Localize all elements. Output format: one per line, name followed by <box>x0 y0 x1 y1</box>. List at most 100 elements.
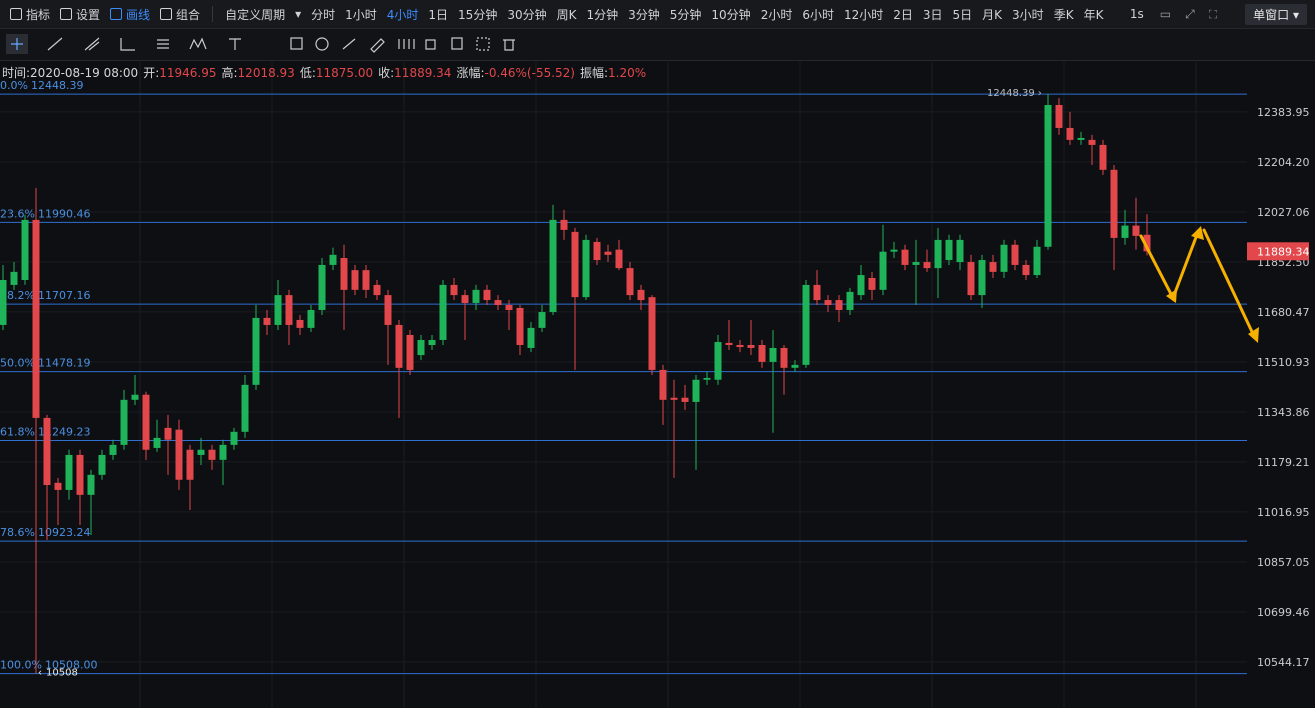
candle-body <box>439 284 447 340</box>
period-menu[interactable]: 自定义周期 <box>225 7 286 22</box>
measure-tool[interactable] <box>398 39 415 49</box>
tool-icon <box>10 8 22 20</box>
ruler-tool[interactable] <box>342 38 356 50</box>
candle-body <box>285 295 293 325</box>
period-button[interactable]: 5分钟 <box>669 7 702 22</box>
fib-ratio: 78.6% <box>0 526 35 539</box>
caret: ▾ <box>1289 7 1299 22</box>
toolbar-right: 1s ▭⤢⛶ 单窗口 ▾ <box>1130 0 1315 28</box>
period-button[interactable]: 4小时 <box>386 7 419 22</box>
candle-body <box>241 384 249 432</box>
candle-body <box>516 307 524 345</box>
candle-body <box>791 364 799 368</box>
period-button[interactable]: 1日 <box>428 7 449 22</box>
tool-button[interactable]: 设置 <box>60 6 100 23</box>
candle-body <box>1000 244 1008 272</box>
drawing-toolbar <box>0 29 1315 61</box>
lock-tool[interactable] <box>425 39 436 50</box>
info-value: 11946.95 <box>159 66 217 80</box>
candle-body <box>230 431 238 445</box>
period-button[interactable]: 3小时 <box>1012 7 1044 22</box>
fib-price: 11249.23 <box>38 426 91 439</box>
tool-label: 画线 <box>126 7 151 22</box>
candle-body <box>857 275 865 296</box>
candle-body <box>362 270 370 290</box>
dropdown-caret: ▾ <box>295 7 302 21</box>
candle-body <box>164 427 172 440</box>
info-label: 低: <box>299 66 316 80</box>
tool-label: 设置 <box>76 7 101 22</box>
tool-icon <box>60 8 73 20</box>
period-button[interactable]: 1小时 <box>345 7 377 22</box>
period-button[interactable]: 10分钟 <box>711 7 751 22</box>
period-button[interactable]: 周K <box>556 7 577 22</box>
candle-body <box>934 239 942 269</box>
candle-body <box>626 268 634 296</box>
info-value: 1.20% <box>608 66 647 80</box>
period-button[interactable]: 2日 <box>893 7 913 22</box>
delete-tool[interactable] <box>503 39 515 51</box>
arrowhead <box>1248 327 1259 343</box>
period-button[interactable]: 1分钟 <box>586 7 619 22</box>
candle-body <box>32 219 40 418</box>
candle-body <box>1077 137 1085 140</box>
period-button[interactable]: 2小时 <box>760 7 793 22</box>
pointer: ‹ <box>38 668 42 679</box>
period-button[interactable]: 3日 <box>922 7 943 22</box>
candle-body <box>560 219 568 230</box>
period-button[interactable]: 15分钟 <box>458 7 498 22</box>
candle-body <box>604 251 612 255</box>
candle-body <box>1143 234 1151 252</box>
tool-icon <box>110 8 123 20</box>
brush-tool[interactable] <box>370 38 385 53</box>
select-tool[interactable] <box>476 37 490 51</box>
copy-tool[interactable] <box>451 37 463 50</box>
info-label: 振幅: <box>579 66 609 80</box>
period-button[interactable]: 30分钟 <box>507 7 547 22</box>
fib-label: 61.8% 11249.23 <box>0 426 90 439</box>
tool-button[interactable]: 指标 <box>10 6 50 23</box>
candle-body <box>1011 244 1019 265</box>
wave-tool[interactable] <box>189 37 207 50</box>
tool-button[interactable]: 画线 <box>110 6 150 23</box>
candle-body <box>197 449 205 455</box>
pattern-tool[interactable] <box>290 37 303 50</box>
pointer: › <box>1038 88 1042 99</box>
angle-tool[interactable] <box>120 38 135 51</box>
interval[interactable]: 1s <box>1129 7 1144 21</box>
candle-body <box>692 379 700 402</box>
candle-body <box>703 377 711 380</box>
arrow-path <box>1202 228 1256 338</box>
info-label: 收: <box>378 66 395 80</box>
period-button[interactable]: 季K <box>1053 7 1074 22</box>
info-label: 高: <box>221 66 238 80</box>
ohlc-info: 时间:2020-08-19 08:00 开:11946.95 高:12018.93 低… <box>2 64 651 81</box>
channel-tool[interactable] <box>84 37 100 51</box>
fib-ratio: 50.0% <box>0 357 35 370</box>
candle-body <box>1022 264 1030 276</box>
fib-label: 23.6% 11990.46 <box>0 207 90 220</box>
magnet-tool[interactable] <box>315 37 329 51</box>
period-button[interactable]: 年K <box>1083 7 1104 22</box>
period-button[interactable]: 3分钟 <box>628 7 660 22</box>
fib-price: 10923.24 <box>38 526 91 539</box>
info-value: 11889.34 <box>394 66 452 80</box>
window-button[interactable]: 单窗口 ▾ <box>1245 3 1307 25</box>
period-button[interactable]: 12小时 <box>843 7 884 22</box>
candle-body <box>0 279 7 325</box>
period-button[interactable]: 5日 <box>952 7 973 22</box>
candle-body <box>1055 104 1063 128</box>
candle-body <box>472 289 480 303</box>
period-button[interactable]: 6小时 <box>802 7 834 22</box>
fib-tool[interactable] <box>157 39 169 49</box>
period-button[interactable]: 月K <box>982 7 1003 22</box>
y-tick-label: 11343.86 <box>1257 406 1310 419</box>
candle-body <box>1110 169 1118 238</box>
info-label: 时间: <box>2 66 31 80</box>
line-tool[interactable] <box>47 37 63 51</box>
text-tool[interactable] <box>229 38 241 50</box>
period-button[interactable]: 分时 <box>311 7 336 22</box>
crosshair-tool[interactable] <box>11 38 23 50</box>
tool-button[interactable]: 组合 <box>160 6 200 23</box>
